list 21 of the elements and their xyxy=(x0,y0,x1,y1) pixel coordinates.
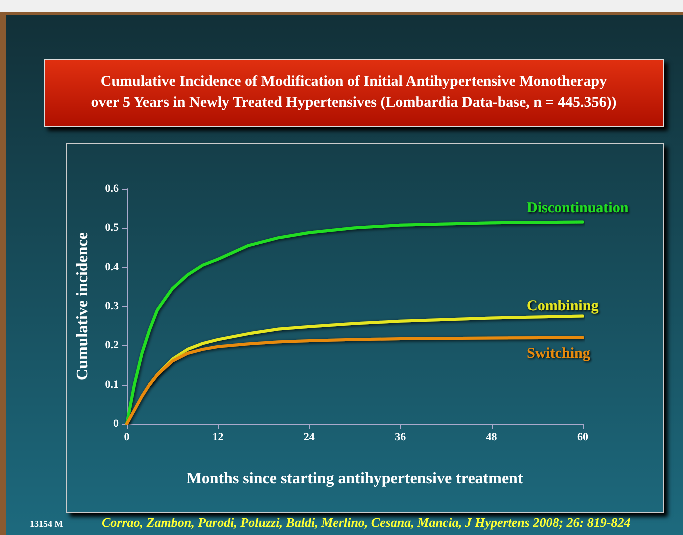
y-tick-label: 0.2 xyxy=(105,340,120,352)
series-label: Combining xyxy=(527,298,600,314)
y-tick-label: 0.3 xyxy=(105,300,120,312)
x-tick-label: 60 xyxy=(578,432,589,444)
chart-title: Cumulative Incidence of Modification of Initial Antihypertensive Monotherapy over 5 Years in Newly Treated Hypertensives (Lombardia Data-base, n = 445.356)) xyxy=(44,59,664,127)
x-tick-label: 24 xyxy=(304,432,316,444)
y-axis-title: Cumulative incidence xyxy=(74,232,92,380)
series-label: Discontinuation xyxy=(527,200,630,216)
y-tick-label: 0.4 xyxy=(105,261,120,274)
x-tick-label: 0 xyxy=(124,432,130,444)
text: 13154 M xyxy=(30,519,64,529)
x-tick-label: 48 xyxy=(486,432,498,444)
x-axis-title: Months since starting antihypertensive treatment xyxy=(186,470,524,488)
y-tick-label: 0 xyxy=(114,418,120,430)
x-tick-label: 36 xyxy=(395,432,407,444)
y-tick-label: 0.5 xyxy=(105,222,120,234)
series-label: Switching xyxy=(527,346,591,362)
text: Corrao, Zambon, Parodi, Poluzzi, Baldi, Merlino, Cesana, Mancia, J Hypertens 2008; 26: 819-824 xyxy=(102,515,631,531)
y-tick-label: 0.6 xyxy=(105,183,120,195)
x-tick-label: 12 xyxy=(212,432,224,444)
y-tick-label: 0.1 xyxy=(105,378,119,391)
